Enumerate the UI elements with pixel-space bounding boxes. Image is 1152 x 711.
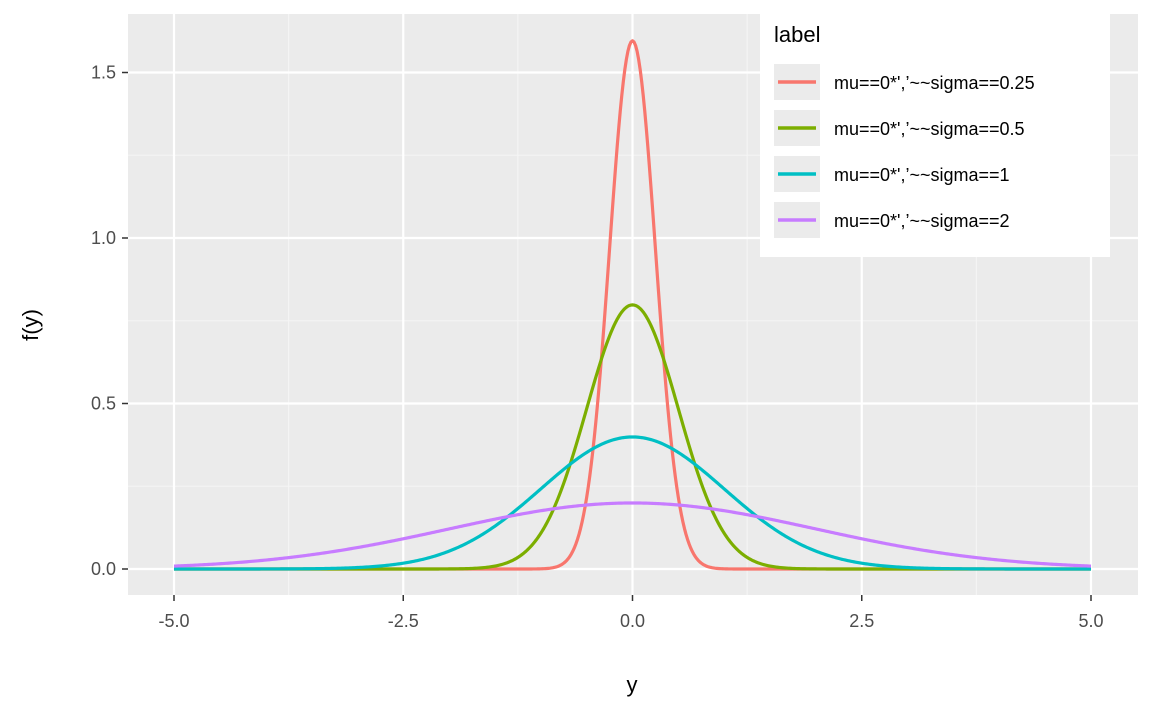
legend-label-0: mu==0*',’~~sigma==0.25 bbox=[834, 73, 1035, 93]
y-axis-title: f(y) bbox=[18, 309, 43, 341]
x-tick-label: -5.0 bbox=[158, 611, 189, 631]
legend-label-1: mu==0*',’~~sigma==0.5 bbox=[834, 119, 1025, 139]
y-tick-label: 1.5 bbox=[91, 63, 116, 83]
legend-label-2: mu==0*',’~~sigma==1 bbox=[834, 165, 1010, 185]
x-tick-label: 2.5 bbox=[849, 611, 874, 631]
legend: label mu==0*',’~~sigma==0.25mu==0*',’~~s… bbox=[760, 10, 1110, 257]
y-tick-label: 0.0 bbox=[91, 559, 116, 579]
legend-title: label bbox=[774, 22, 820, 47]
density-curves bbox=[173, 39, 1092, 571]
y-axis-ticks: 0.0 0.5 1.0 1.5 bbox=[91, 63, 128, 579]
x-axis-title: y bbox=[627, 672, 638, 697]
x-axis-ticks: -5.0 -2.5 0.0 2.5 5.0 bbox=[158, 595, 1104, 631]
y-tick-label: 1.0 bbox=[91, 228, 116, 248]
y-tick-label: 0.5 bbox=[91, 394, 116, 414]
x-tick-label: -2.5 bbox=[388, 611, 419, 631]
x-tick-label: 5.0 bbox=[1078, 611, 1103, 631]
series-line-3 bbox=[173, 501, 1092, 568]
x-tick-label: 0.0 bbox=[620, 611, 645, 631]
series-line-2 bbox=[173, 435, 1092, 571]
legend-items: mu==0*',’~~sigma==0.25 mu==0*',’~~sigma==… bbox=[774, 64, 1035, 238]
legend-label-3: mu==0*',’~~sigma==2 bbox=[834, 211, 1010, 231]
